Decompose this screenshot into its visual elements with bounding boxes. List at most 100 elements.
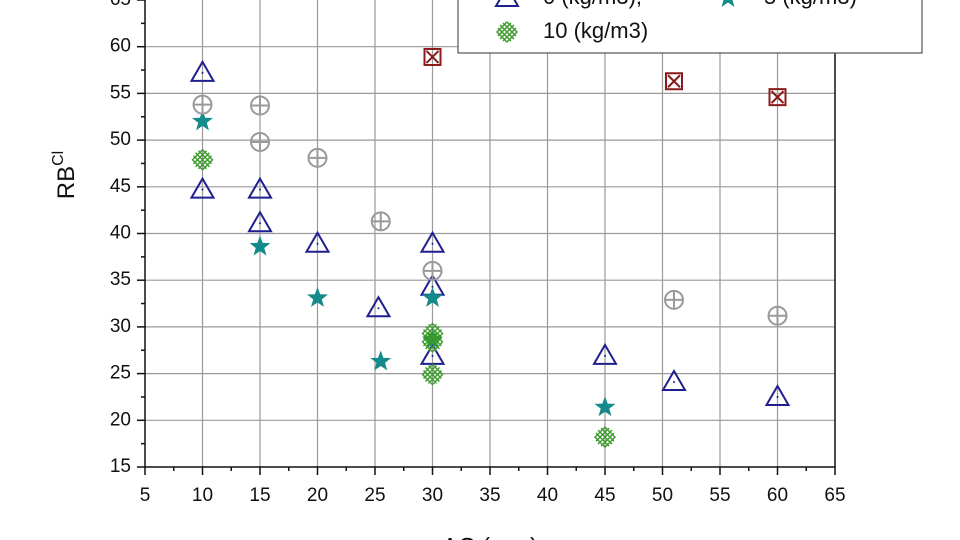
x-axis-label: ΔC (mm): [442, 533, 538, 540]
point-part: [768, 306, 787, 325]
point: [767, 305, 788, 326]
x-tick-label: 15: [249, 485, 270, 506]
x-tick-label: 20: [307, 485, 328, 506]
point-part: [770, 90, 785, 104]
y-tick-label: 60: [110, 36, 131, 57]
point: [594, 426, 616, 449]
point: [421, 363, 444, 386]
y-tick-label: 30: [110, 316, 131, 337]
y-tick-label: 40: [110, 223, 131, 244]
x-tick-label: 50: [652, 485, 673, 506]
point-part: [259, 222, 261, 225]
point-part: [494, 0, 520, 7]
legend-label: 10 (kg/m3): [543, 18, 648, 43]
point-part: [191, 148, 214, 171]
point: [189, 176, 216, 199]
point: [768, 88, 787, 107]
point: [594, 396, 616, 417]
point-part: [661, 369, 687, 392]
point-part: [665, 72, 683, 91]
point-part: [189, 176, 216, 199]
point-part: [776, 395, 779, 398]
point: [307, 286, 328, 307]
point-part: [421, 322, 444, 345]
point-part: [201, 71, 204, 74]
x-tick-label: 25: [364, 485, 385, 506]
y-axis-label-sup: Cl: [50, 151, 67, 166]
point: [247, 176, 273, 199]
x-tick-label: 30: [422, 485, 443, 506]
point: [249, 235, 271, 256]
point-part: [304, 230, 331, 253]
point: [422, 286, 443, 307]
point: [189, 59, 216, 82]
y-tick-label: 25: [110, 363, 131, 384]
point-part: [423, 261, 442, 280]
x-tick-label: 65: [824, 485, 845, 506]
point: [370, 211, 391, 232]
point-part: [422, 286, 443, 307]
point-part: [249, 235, 271, 256]
point-part: [667, 74, 681, 88]
y-tick-label: 50: [110, 129, 131, 150]
x-tick-label: 40: [537, 485, 558, 506]
point-part: [201, 188, 204, 191]
x-tick-label: 55: [709, 485, 730, 506]
point-part: [768, 88, 787, 107]
legend-box: [457, 0, 923, 54]
x-tick-label: 45: [594, 485, 615, 506]
point-part: [192, 110, 213, 131]
y-tick-label: 65: [110, 0, 131, 10]
point: [247, 210, 273, 233]
point-part: [431, 242, 434, 245]
point-part: [496, 21, 518, 43]
point: [423, 47, 442, 66]
x-tick-label: 5: [140, 485, 151, 506]
point-part: [592, 342, 618, 365]
point: [721, 0, 735, 7]
point: [365, 295, 392, 318]
point-part: [251, 96, 269, 115]
point-part: [423, 47, 442, 66]
y-tick-label: 20: [110, 409, 131, 430]
point-part: [665, 290, 683, 309]
plot-frame: [144, 0, 836, 468]
point-part: [421, 363, 444, 386]
point-part: [594, 396, 616, 417]
point: [421, 322, 444, 345]
point: [764, 383, 791, 406]
point: [191, 148, 214, 171]
y-tick-label: 55: [110, 82, 131, 103]
point-part: [189, 59, 216, 82]
point: [370, 350, 392, 371]
point: [422, 260, 443, 281]
point-part: [425, 50, 440, 64]
point-part: [431, 285, 434, 288]
point-part: [421, 330, 444, 353]
point-part: [247, 210, 273, 233]
point: [192, 94, 213, 115]
point-part: [251, 132, 269, 151]
legend-label: 5 (kg/m3): [764, 0, 857, 9]
point-part: [377, 307, 380, 310]
x-tick-label: 60: [767, 485, 788, 506]
y-axis-label: RBCl: [50, 151, 80, 199]
point-part: [673, 381, 675, 384]
point: [307, 147, 328, 168]
point-part: [604, 354, 606, 357]
point-part: [308, 148, 327, 167]
point-part: [419, 230, 446, 253]
x-tick-label: 35: [479, 485, 500, 506]
point-part: [307, 286, 328, 307]
y-tick-label: 35: [110, 269, 131, 290]
point: [494, 0, 520, 7]
point-part: [247, 176, 273, 199]
point: [664, 289, 684, 310]
point-part: [365, 295, 392, 318]
point: [665, 72, 683, 91]
legend-label: 0 (kg/m3),: [543, 0, 642, 9]
point: [496, 21, 518, 43]
y-tick-label: 15: [110, 456, 131, 477]
point-part: [193, 95, 212, 114]
